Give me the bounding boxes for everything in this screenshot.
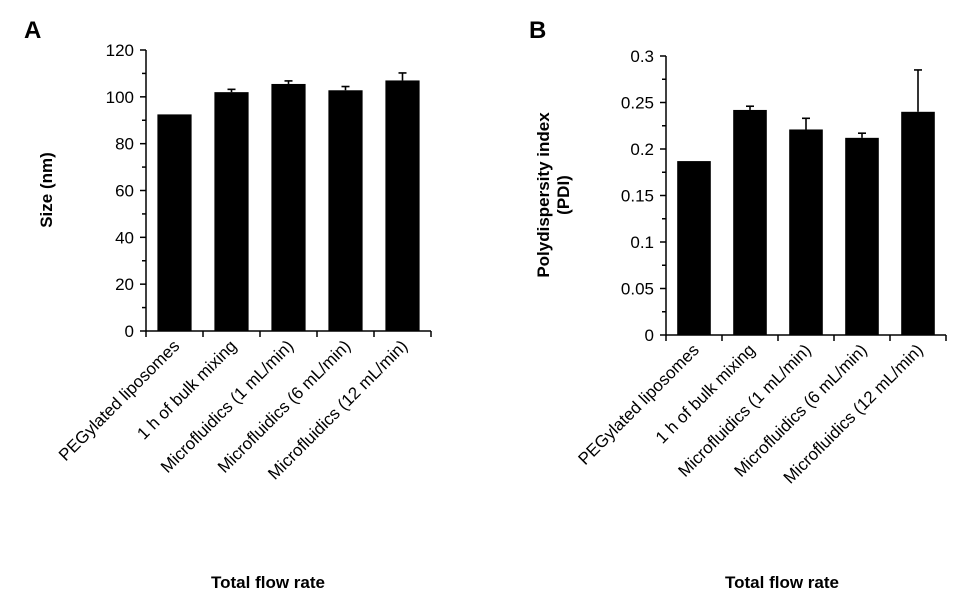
panel-b-letter: B <box>529 17 546 44</box>
panel-a-y-tick-label: 60 <box>115 182 134 201</box>
panel-b-y-axis-title-line-1: Polydispersity index <box>534 112 553 278</box>
panel-b-y-tick-label: 0.25 <box>621 94 654 113</box>
panel-b-y-tick-label: 0.15 <box>621 187 654 206</box>
panel-a-y-axis-title: Size (nm) <box>37 152 56 228</box>
panel-a-bar <box>271 83 306 332</box>
panel-b-bar <box>789 129 823 335</box>
panel-a-x-axis-title: Total flow rate <box>211 573 325 591</box>
panel-a-bar <box>385 80 420 331</box>
panel-a-y-tick-label: 80 <box>115 135 134 154</box>
panel-b-y-tick-label: 0.2 <box>630 140 654 159</box>
panel-a-letter: A <box>24 17 41 44</box>
panel-b-bar <box>901 111 935 335</box>
panel-b-bar <box>845 137 879 335</box>
panel-a-bar <box>214 92 249 332</box>
panel-b-y-tick-label: 0.05 <box>621 280 654 299</box>
panel-b-y-tick-label: 0.1 <box>630 233 654 252</box>
panel-b-bar <box>733 109 767 335</box>
panel-b-y-axis-title-line-2: (PDI) <box>554 175 573 215</box>
panel-b-bar <box>677 161 711 335</box>
panel-b-y-tick-label: 0 <box>645 326 654 345</box>
panel-a-bar <box>157 114 192 331</box>
panel-b-y-tick-label: 0.3 <box>630 47 654 66</box>
panel-b-x-axis-title: Total flow rate <box>725 573 839 591</box>
panel-a-category-label: 1 h of bulk mixing <box>133 336 240 443</box>
panel-a-y-tick-label: 20 <box>115 275 134 294</box>
panel-a-y-tick-label: 120 <box>106 41 134 60</box>
panel-a-y-tick-label: 0 <box>125 322 134 341</box>
panel-a-y-tick-label: 40 <box>115 228 134 247</box>
panel-a: A Size (nm) Total flow rate 0 20 40 60 80 100… <box>24 17 432 591</box>
panel-a-y-tick-label: 100 <box>106 88 134 107</box>
panel-b: B Polydispersity index (PDI) Total flow … <box>529 17 947 591</box>
panel-b-category-label: 1 h of bulk mixing <box>652 340 759 447</box>
panel-a-bar <box>328 90 363 331</box>
